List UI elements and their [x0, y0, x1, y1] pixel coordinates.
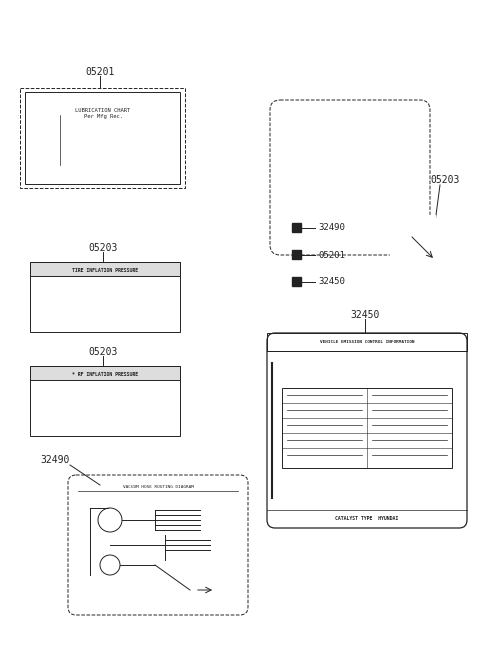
Bar	[30, 366, 180, 380]
Bar	[30, 262, 180, 276]
Bar	[292, 277, 301, 286]
Text: VEHICLE EMISSION CONTROL INFORMATION: VEHICLE EMISSION CONTROL INFORMATION	[320, 340, 414, 344]
Bar	[20, 88, 185, 188]
Text: 05203: 05203	[430, 175, 460, 185]
Text: VACUUM HOSE ROUTING DIAGRAM: VACUUM HOSE ROUTING DIAGRAM	[122, 485, 193, 489]
Text: LUBRICATION CHART
Per Mfg Rec.: LUBRICATION CHART Per Mfg Rec.	[75, 108, 131, 119]
Text: 05201: 05201	[318, 250, 345, 260]
Text: 32490: 32490	[40, 455, 70, 465]
Text: CATALYST TYPE  HYUNDAI: CATALYST TYPE HYUNDAI	[336, 516, 398, 522]
Bar	[30, 366, 180, 436]
Text: 05203: 05203	[88, 243, 118, 253]
Bar	[292, 223, 301, 232]
Bar	[390, 215, 435, 260]
Text: 32490: 32490	[318, 223, 345, 233]
Bar	[25, 92, 180, 184]
Bar	[292, 250, 301, 259]
Text: 32450: 32450	[318, 277, 345, 286]
Text: TIRE INFLATION PRESSURE: TIRE INFLATION PRESSURE	[72, 267, 138, 273]
Text: 32450: 32450	[350, 310, 380, 320]
Text: 05201: 05201	[85, 67, 115, 77]
Text: 05203: 05203	[88, 347, 118, 357]
Bar	[282, 388, 452, 468]
Text: * RF INFLATION PRESSURE: * RF INFLATION PRESSURE	[72, 371, 138, 376]
Bar	[267, 333, 467, 351]
Bar	[30, 262, 180, 332]
